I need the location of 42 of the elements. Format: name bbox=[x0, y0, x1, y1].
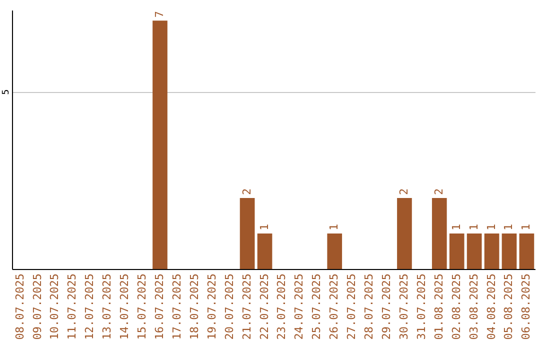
x-tick-label: 24.07.2025 bbox=[292, 274, 306, 340]
x-tick-label: 31.07.2025 bbox=[414, 274, 428, 340]
x-tick-label: 06.08.2025 bbox=[520, 274, 533, 340]
y-tick-label: 5 bbox=[2, 89, 12, 95]
x-tick-label: 18.07.2025 bbox=[188, 274, 201, 340]
data-label: 1 bbox=[258, 224, 271, 231]
x-tick-label: 27.07.2025 bbox=[345, 274, 358, 340]
x-tick-label: 09.07.2025 bbox=[30, 274, 44, 340]
data-label: 2 bbox=[240, 188, 254, 196]
data-label: 7 bbox=[152, 11, 166, 18]
x-tick-label: 30.07.2025 bbox=[397, 274, 410, 340]
data-label: 1 bbox=[502, 224, 516, 231]
x-tick-label: 28.07.2025 bbox=[362, 274, 376, 340]
x-tick-label: 14.07.2025 bbox=[118, 274, 132, 340]
x-tick-label: 11.07.2025 bbox=[66, 274, 79, 340]
x-tick-label: 16.07.2025 bbox=[152, 274, 166, 340]
data-label: 1 bbox=[484, 224, 498, 231]
x-tick-label: 23.07.2025 bbox=[275, 274, 288, 340]
x-tick-label: 05.08.2025 bbox=[502, 274, 516, 340]
x-tick-label: 26.07.2025 bbox=[328, 274, 341, 340]
x-tick-label: 08.07.2025 bbox=[13, 274, 26, 340]
x-tick-label: 21.07.2025 bbox=[240, 274, 254, 340]
x-tick-label: 15.07.2025 bbox=[136, 274, 149, 340]
x-tick-label: 19.07.2025 bbox=[205, 274, 218, 340]
x-tick-label: 12.07.2025 bbox=[83, 274, 96, 340]
x-tick-label: 25.07.2025 bbox=[310, 274, 324, 340]
x-tick-label: 10.07.2025 bbox=[48, 274, 62, 340]
x-tick-label: 13.07.2025 bbox=[100, 274, 114, 340]
data-label: 1 bbox=[520, 224, 533, 231]
data-label: 1 bbox=[328, 224, 341, 231]
x-tick-label: 20.07.2025 bbox=[222, 274, 236, 340]
data-label: 2 bbox=[432, 188, 446, 196]
x-tick-label: 29.07.2025 bbox=[380, 274, 394, 340]
x-tick-label: 03.08.2025 bbox=[467, 274, 480, 340]
x-tick-label: 22.07.2025 bbox=[258, 274, 271, 340]
x-tick-label: 04.08.2025 bbox=[484, 274, 498, 340]
x-tick-label: 02.08.2025 bbox=[450, 274, 463, 340]
data-label: 2 bbox=[397, 188, 410, 196]
data-label: 1 bbox=[450, 224, 463, 231]
x-tick-label: 17.07.2025 bbox=[170, 274, 184, 340]
x-tick-label: 01.08.2025 bbox=[432, 274, 446, 340]
data-label: 1 bbox=[467, 224, 480, 231]
